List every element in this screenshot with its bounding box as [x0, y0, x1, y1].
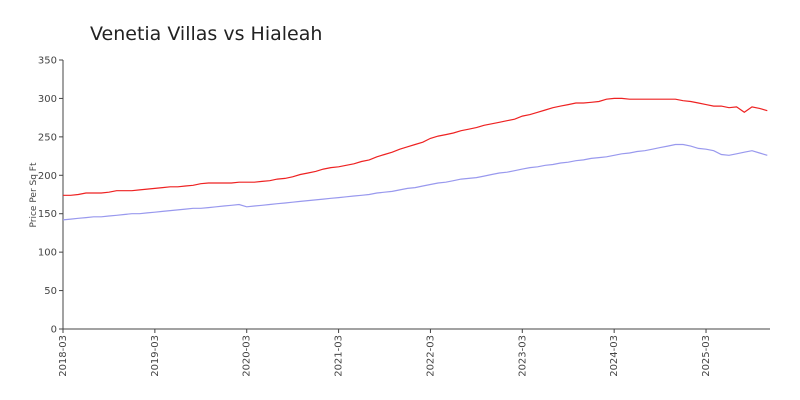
y-axis-label: Price Per Sq Ft — [29, 162, 39, 227]
y-tick-label: 350 — [38, 56, 57, 67]
x-tick-label: 2023-03 — [517, 335, 528, 377]
y-tick-label: 50 — [44, 286, 57, 297]
series-line — [62, 143, 768, 221]
x-tick-label: 2019-03 — [150, 335, 161, 377]
x-tick-label: 2018-03 — [58, 335, 69, 377]
x-tick-label: 2020-03 — [242, 335, 253, 377]
series-line — [63, 97, 768, 196]
y-tick-label: 250 — [38, 132, 57, 143]
x-tick-label: 2022-03 — [425, 335, 436, 377]
y-tick-label: 0 — [51, 325, 57, 336]
y-tick-label: 100 — [38, 248, 57, 259]
x-tick-label: 2025-03 — [701, 335, 712, 377]
y-tick-label: 150 — [38, 209, 57, 220]
chart-title: Venetia Villas vs Hialeah — [90, 23, 322, 45]
y-tick-label: 300 — [38, 94, 57, 105]
y-tick-label: 200 — [38, 171, 57, 182]
x-tick-label: 2021-03 — [334, 335, 345, 377]
x-tick-label: 2024-03 — [609, 335, 620, 377]
